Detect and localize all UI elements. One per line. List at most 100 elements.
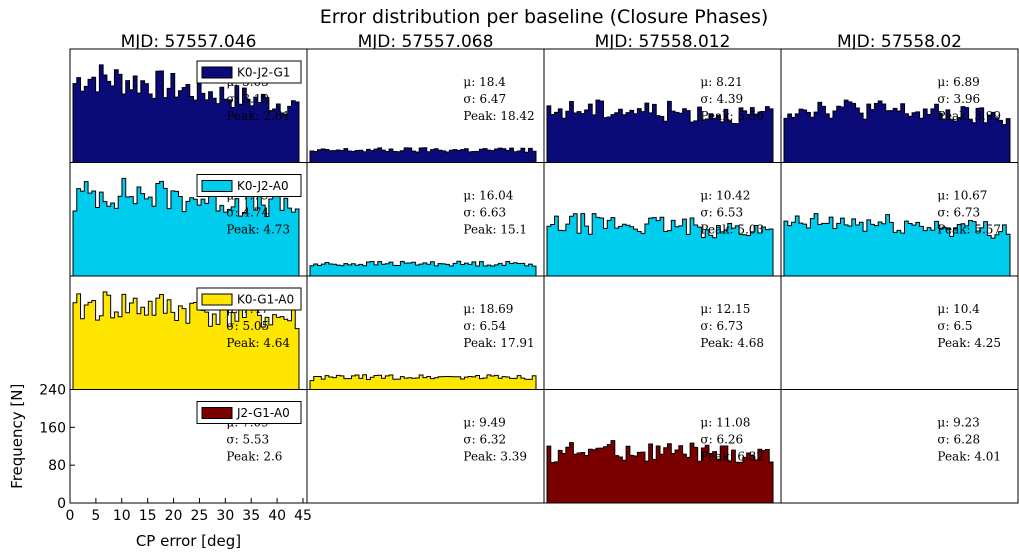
stat-sigma: σ: 6.73: [937, 206, 980, 220]
legend-entry: K0-G1-A0: [237, 293, 294, 307]
panel: μ: 9.49 σ: 6.32 Peak: 3.39: [306, 389, 545, 504]
stat-peak: Peak: 5.57: [937, 223, 1001, 237]
histogram-bars: [309, 374, 537, 390]
legend-swatch: [201, 407, 233, 419]
panel: μ: 10.42 σ: 6.53 Peak: 5.03: [543, 162, 782, 277]
stat-sigma: σ: 6.47: [463, 92, 506, 106]
panel: μ: 9.23 σ: 6.28 Peak: 4.01: [780, 389, 1019, 504]
panel: μ: 10.67 σ: 6.73 Peak: 5.57: [780, 162, 1019, 277]
stat-peak: Peak: 18.42: [463, 109, 534, 123]
y-axis-label: Frequency [N]: [8, 384, 26, 489]
panel: μ: 18.4 σ: 6.47 Peak: 18.42: [306, 48, 545, 163]
legend-swatch: [201, 66, 233, 79]
histogram-bars: [546, 213, 774, 277]
stat-sigma: σ: 6.53: [700, 206, 743, 220]
column-header: MJD: 57557.046: [121, 32, 257, 52]
stat-sigma: σ: 6.54: [463, 319, 506, 333]
panel-frame: [780, 275, 1019, 390]
stat-mu: μ: 9.23: [937, 416, 979, 430]
x-tick-label: 20: [165, 508, 183, 524]
stat-peak: Peak: 4.01: [937, 450, 1001, 464]
stat-sigma: σ: 5.05: [226, 319, 269, 333]
panel-frame: [306, 275, 545, 390]
x-tick-label: 5: [91, 508, 100, 524]
y-tick-label: 240: [39, 383, 66, 399]
histogram-bars: [783, 99, 1011, 163]
x-tick-label: 10: [113, 508, 131, 524]
legend: J2-G1-A0: [196, 401, 302, 424]
y-tick-label: 0: [57, 496, 66, 512]
panel-frame: [306, 48, 545, 163]
x-tick-label: 35: [242, 508, 260, 524]
stat-peak: Peak: 3.99: [937, 109, 1001, 123]
panel-frame: [306, 162, 545, 277]
stat-sigma: σ: 3.96: [937, 92, 980, 106]
stat-mu: μ: 10.42: [700, 189, 750, 203]
panel: μ: 10.4 σ: 6.5 Peak: 4.25: [780, 275, 1019, 390]
panel: μ: 8.21 σ: 4.39 Peak: 5.56: [543, 48, 782, 163]
x-tick-label: 15: [139, 508, 157, 524]
stat-peak: Peak: 3.39: [463, 450, 527, 464]
stat-peak: Peak: 5.03: [700, 223, 764, 237]
stat-sigma: σ: 6.32: [463, 433, 506, 447]
stat-peak: Peak: 5.56: [700, 109, 764, 123]
histogram-bars: [72, 64, 300, 163]
stat-peak: Peak: 6.32: [700, 450, 764, 464]
x-tick-label: 30: [216, 508, 234, 524]
panel: μ: 18.69 σ: 6.54 Peak: 17.91: [306, 275, 545, 390]
stat-sigma: σ: 4.74: [226, 206, 269, 220]
panel-frame: [780, 389, 1019, 504]
column-header: MJD: 57558.012: [595, 32, 731, 52]
column-header: MJD: 57557.068: [358, 32, 494, 52]
legend: K0-J2-A0: [196, 174, 302, 197]
stat-sigma: σ: 6.63: [463, 206, 506, 220]
stat-peak: Peak: 4.64: [226, 336, 290, 350]
stat-peak: Peak: 17.91: [463, 336, 534, 350]
histogram-bars: [309, 260, 537, 277]
stat-peak: Peak: 4.68: [700, 336, 764, 350]
panel: μ: 11.08 σ: 6.26 Peak: 6.32: [543, 389, 782, 504]
panel-frame: [306, 389, 545, 504]
x-tick-label: 40: [268, 508, 286, 524]
stat-mu: μ: 16.04: [463, 189, 513, 203]
panel: μ: 12.15 σ: 6.73 Peak: 4.68: [543, 275, 782, 390]
stat-sigma: σ: 6.26: [700, 433, 743, 447]
stat-sigma: σ: 5.53: [226, 433, 269, 447]
stat-mu: μ: 10.67: [937, 189, 987, 203]
stat-peak: Peak: 4.25: [937, 336, 1001, 350]
chart-title: Error distribution per baseline (Closure…: [320, 6, 769, 28]
x-tick-label: 25: [191, 508, 209, 524]
legend-swatch: [201, 180, 233, 192]
stat-peak: Peak: 4.73: [226, 223, 290, 237]
histogram-bars: [72, 291, 300, 390]
stat-mu: μ: 11.08: [700, 416, 750, 430]
stat-peak: Peak: 2.61: [226, 109, 290, 123]
x-axis-label: CP error [deg]: [136, 532, 241, 550]
legend: K0-G1-A0: [196, 287, 302, 311]
stat-peak: Peak: 2.6: [226, 450, 282, 464]
stat-sigma: σ: 4.39: [700, 92, 743, 106]
legend-entry: K0-J2-G1: [237, 66, 290, 80]
stat-sigma: σ: 3.19: [226, 92, 269, 106]
x-tick-label: 45: [294, 508, 312, 524]
histogram-bars: [783, 213, 1011, 277]
legend-entry: J2-G1-A0: [236, 406, 290, 420]
stat-mu: μ: 6.89: [937, 75, 979, 89]
stat-mu: μ: 18.69: [463, 302, 513, 316]
panel: μ: 6.89 σ: 3.96 Peak: 3.99: [780, 48, 1019, 163]
column-header: MJD: 57558.02: [837, 32, 962, 52]
histogram-bars: [309, 147, 537, 163]
stat-mu: μ: 18.4: [463, 75, 506, 89]
stat-sigma: σ: 6.73: [700, 319, 743, 333]
legend-swatch: [201, 293, 233, 306]
stat-mu: μ: 12.15: [700, 302, 750, 316]
stat-mu: μ: 10.4: [937, 302, 980, 316]
panel: μ: 16.04 σ: 6.63 Peak: 15.1: [306, 162, 545, 277]
x-tick-label: 0: [66, 508, 75, 524]
stat-mu: μ: 8.21: [700, 75, 742, 89]
